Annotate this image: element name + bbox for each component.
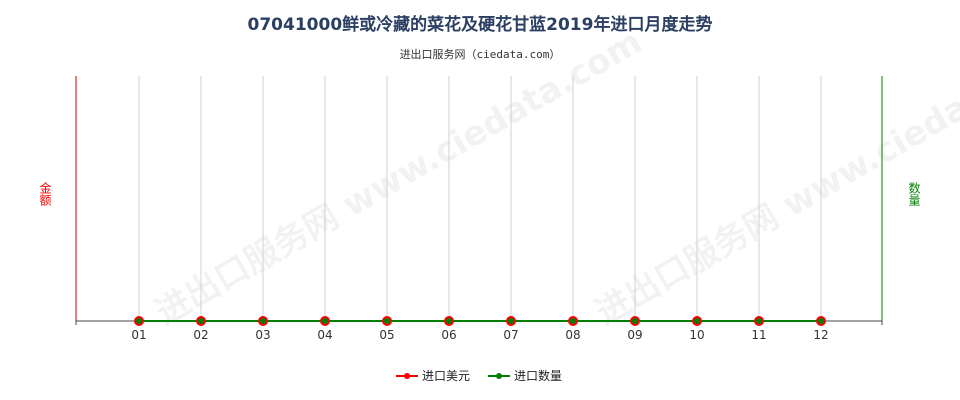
data-point: [446, 318, 452, 324]
legend-item[interactable]: 进口美元: [396, 367, 470, 384]
chart-title: 07041000鲜或冷藏的菜花及硬花甘蓝2019年进口月度走势: [247, 15, 713, 35]
data-point: [322, 318, 328, 324]
x-tick-label: 05: [379, 328, 394, 342]
data-point: [508, 318, 514, 324]
y-axis-left-label: 金额: [38, 182, 52, 206]
x-tick-label: 09: [627, 328, 642, 342]
x-tick-label: 04: [317, 328, 332, 342]
legend-item[interactable]: 进口数量: [488, 367, 562, 384]
data-point: [136, 318, 142, 324]
chart-legend: 进口美元 进口数量: [396, 367, 580, 384]
x-tick-label: 08: [565, 328, 580, 342]
data-point: [384, 318, 390, 324]
legend-swatch: [396, 371, 418, 381]
x-tick-label: 06: [441, 328, 456, 342]
data-point: [198, 318, 204, 324]
x-tick-label: 10: [689, 328, 704, 342]
x-tick-label: 01: [131, 328, 146, 342]
legend-label: 进口美元: [422, 369, 471, 383]
data-point: [694, 318, 700, 324]
legend-swatch: [488, 371, 511, 381]
x-tick-label: 03: [255, 328, 270, 342]
x-tick-label: 12: [813, 328, 828, 342]
y-axis-right-label: 数量: [907, 182, 921, 206]
data-point: [756, 318, 762, 324]
data-point: [632, 318, 638, 324]
x-tick-label: 11: [751, 328, 766, 342]
data-point: [570, 318, 576, 324]
x-tick-label: 02: [193, 328, 208, 342]
data-point: [818, 318, 824, 324]
chart-subtitle: 进出口服务网（ciedata.com）: [399, 48, 561, 61]
data-point: [260, 318, 266, 324]
x-tick-label: 07: [503, 328, 518, 342]
legend-label: 进口数量: [514, 369, 563, 383]
